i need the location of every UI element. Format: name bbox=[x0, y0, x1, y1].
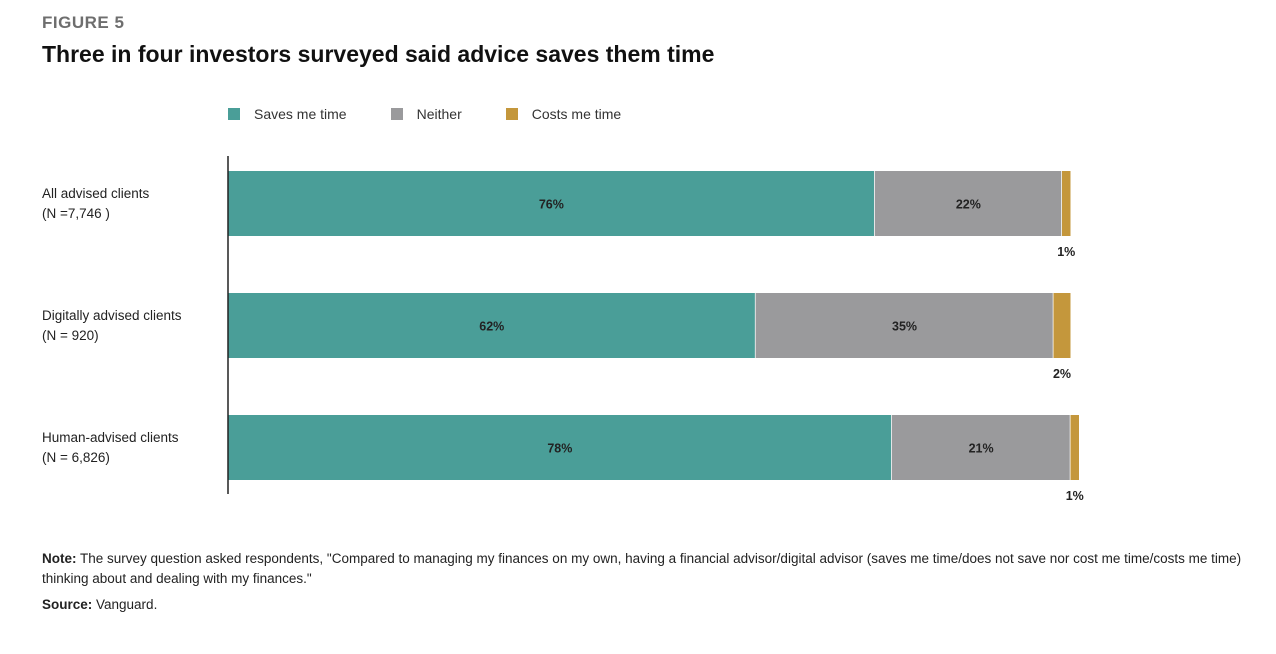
bar-segment bbox=[874, 171, 1062, 236]
legend-item-neither: Neither bbox=[390, 106, 462, 122]
bar-segment bbox=[1070, 415, 1079, 480]
legend-label-saves: Saves me time bbox=[254, 106, 347, 122]
source-label: Source: bbox=[42, 597, 93, 612]
legend-label-neither: Neither bbox=[416, 106, 462, 122]
bar-segment bbox=[228, 293, 756, 358]
source-text: Vanguard. bbox=[92, 597, 158, 612]
chart-source: Source: Vanguard. bbox=[42, 597, 157, 612]
category-label: (N = 920) bbox=[42, 328, 99, 343]
data-label: 1% bbox=[1057, 245, 1075, 259]
legend-label-costs: Costs me time bbox=[531, 106, 622, 122]
category-label: (N =7,746 ) bbox=[42, 206, 110, 221]
chart-note: Note: The survey question asked responde… bbox=[42, 549, 1242, 589]
legend-swatch-costs bbox=[505, 108, 518, 120]
legend-swatch-neither bbox=[390, 108, 403, 120]
data-label: 21% bbox=[969, 442, 994, 456]
chart-legend: Saves me time Neither Costs me time bbox=[228, 106, 665, 122]
data-label: 62% bbox=[479, 320, 504, 334]
chart-title: Three in four investors surveyed said ad… bbox=[42, 41, 715, 67]
bar-segment bbox=[228, 171, 875, 236]
figure-label: FIGURE 5 bbox=[42, 13, 125, 32]
data-label: 76% bbox=[539, 198, 564, 212]
data-label: 1% bbox=[1066, 489, 1084, 503]
bar-segment bbox=[755, 293, 1054, 358]
legend-item-saves: Saves me time bbox=[228, 106, 347, 122]
bar-segment bbox=[1053, 293, 1071, 358]
category-label: (N = 6,826) bbox=[42, 450, 110, 465]
bar-segment bbox=[1061, 171, 1071, 236]
legend-item-costs: Costs me time bbox=[505, 106, 622, 122]
bar-segment bbox=[891, 415, 1071, 480]
bar-segment bbox=[228, 415, 892, 480]
note-text: The survey question asked respondents, "… bbox=[42, 551, 1242, 586]
data-label: 35% bbox=[892, 320, 917, 334]
data-label: 22% bbox=[956, 198, 981, 212]
category-label: All advised clients bbox=[42, 186, 150, 201]
data-label: 2% bbox=[1053, 367, 1071, 381]
legend-swatch-saves bbox=[228, 108, 240, 120]
data-label: 78% bbox=[547, 442, 572, 456]
category-label: Human-advised clients bbox=[42, 430, 179, 445]
note-label: Note: bbox=[42, 551, 77, 566]
category-label: Digitally advised clients bbox=[42, 308, 182, 323]
